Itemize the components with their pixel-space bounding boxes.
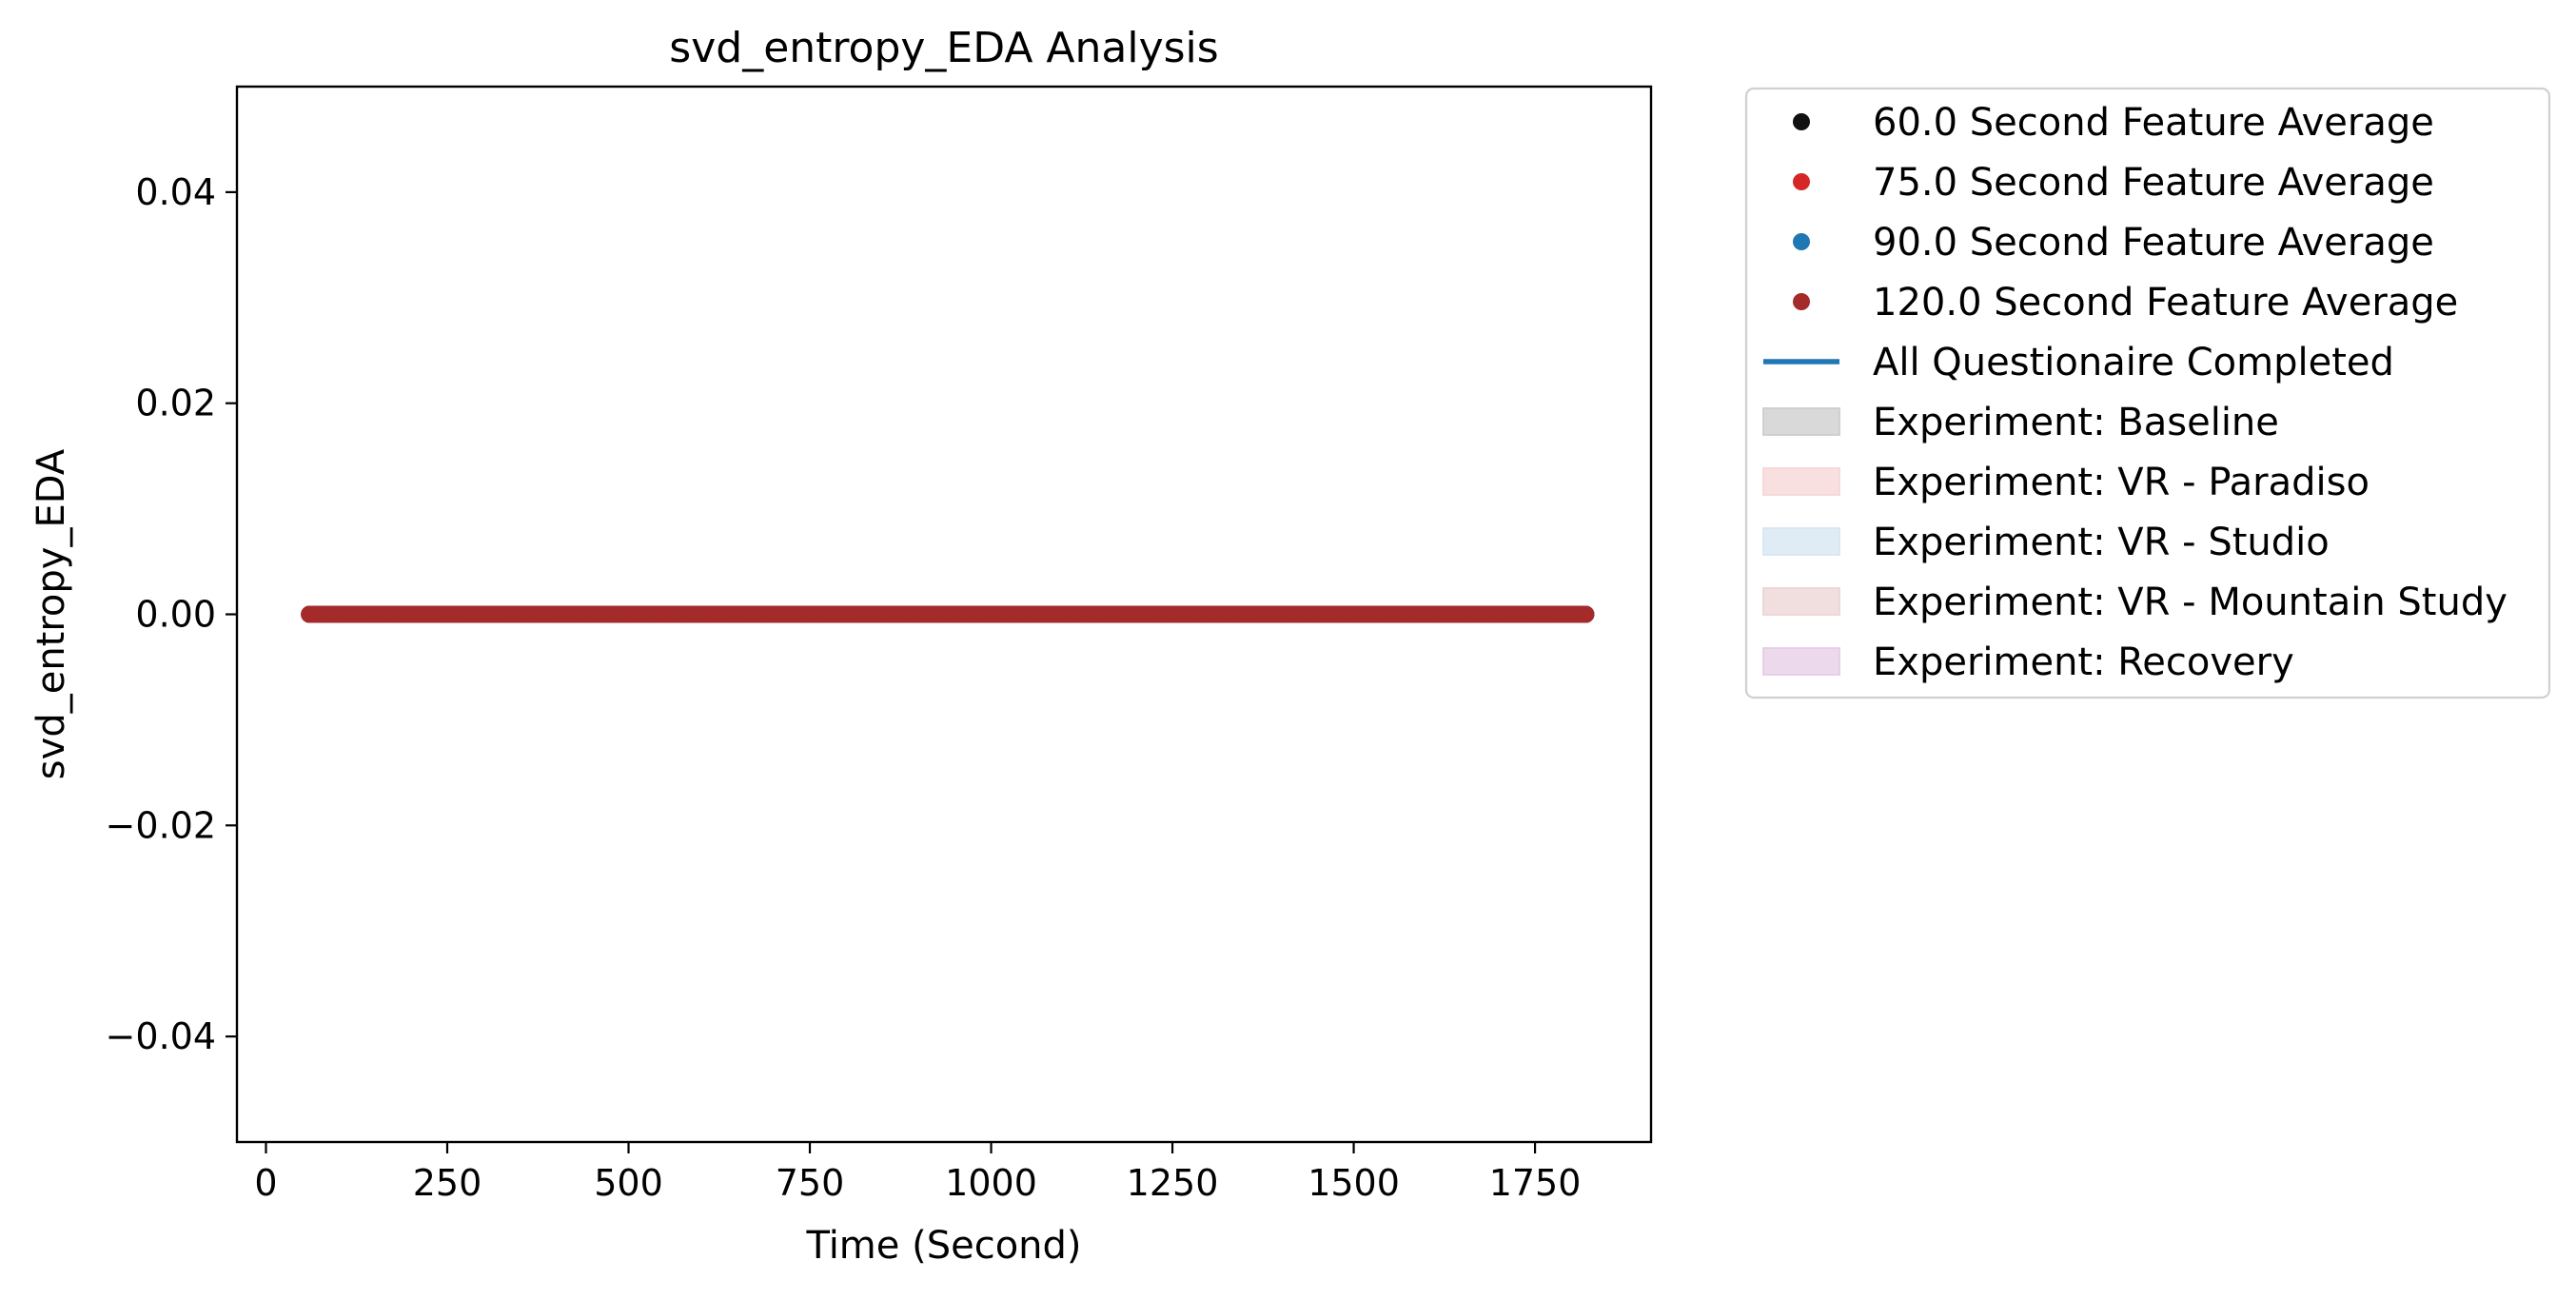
y-tick-label: −0.04 bbox=[106, 1015, 216, 1057]
x-tick-label: 250 bbox=[413, 1162, 482, 1204]
legend-marker-dot bbox=[1793, 293, 1810, 310]
series-4 bbox=[301, 605, 1595, 623]
x-tick-label: 500 bbox=[594, 1162, 663, 1204]
legend-item: 75.0 Second Feature Average bbox=[1793, 161, 2434, 205]
legend-item: Experiment: Recovery bbox=[1762, 640, 2294, 684]
y-axis-label: svd_entropy_EDA bbox=[29, 448, 73, 779]
data-point bbox=[1577, 605, 1595, 623]
x-tick-label: 1250 bbox=[1127, 1162, 1219, 1204]
plot-area: 0 250 500 750 1000 1250 1500 1750 0.04 0.02 0.00 −0… bbox=[106, 85, 1653, 1204]
legend-marker-patch bbox=[1762, 647, 1840, 676]
legend-marker-dot bbox=[1793, 233, 1810, 250]
legend-item: All Questionaire Completed bbox=[1763, 341, 2394, 384]
legend-label: All Questionaire Completed bbox=[1873, 341, 2394, 384]
x-axis-label: Time (Second) bbox=[805, 1224, 1081, 1268]
y-tick-label: 0.02 bbox=[135, 383, 216, 424]
chart-title: svd_entropy_EDA Analysis bbox=[669, 24, 1218, 72]
y-tick-label: 0.00 bbox=[135, 594, 216, 636]
legend-marker-patch bbox=[1762, 587, 1840, 616]
plot-frame bbox=[235, 85, 1653, 1144]
legend-marker-patch bbox=[1762, 467, 1840, 496]
legend-item: 120.0 Second Feature Average bbox=[1793, 281, 2458, 325]
y-tick-label: −0.02 bbox=[106, 804, 216, 846]
legend-label: Experiment: VR - Studio bbox=[1873, 521, 2330, 564]
legend-label: 60.0 Second Feature Average bbox=[1873, 101, 2434, 145]
legend-label: Experiment: Baseline bbox=[1873, 401, 2279, 444]
x-tick-label: 1500 bbox=[1308, 1162, 1400, 1204]
legend-marker-dot bbox=[1793, 173, 1810, 190]
legend-label: Experiment: VR - Mountain Study bbox=[1873, 581, 2507, 624]
legend-marker-patch bbox=[1762, 527, 1840, 556]
x-tick-label: 1000 bbox=[945, 1162, 1037, 1204]
x-tick-label: 750 bbox=[776, 1162, 845, 1204]
legend: 60.0 Second Feature Average 75.0 Second F… bbox=[1744, 87, 2551, 699]
legend-label: Experiment: Recovery bbox=[1873, 640, 2294, 684]
legend-item: Experiment: Baseline bbox=[1762, 401, 2279, 444]
legend-label: 75.0 Second Feature Average bbox=[1873, 161, 2434, 205]
legend-item: 90.0 Second Feature Average bbox=[1793, 221, 2434, 265]
x-tick-label: 0 bbox=[254, 1162, 277, 1204]
legend-label: 120.0 Second Feature Average bbox=[1873, 281, 2458, 325]
x-tick-label: 1750 bbox=[1489, 1162, 1582, 1204]
legend-item: Experiment: VR - Paradiso bbox=[1762, 461, 2370, 504]
legend-marker-dot bbox=[1793, 113, 1810, 130]
legend-item: Experiment: VR - Studio bbox=[1762, 521, 2330, 564]
legend-box bbox=[1744, 87, 2551, 699]
legend-label: Experiment: VR - Paradiso bbox=[1873, 461, 2370, 504]
legend-item: 60.0 Second Feature Average bbox=[1793, 101, 2434, 145]
y-tick-label: 0.04 bbox=[135, 171, 216, 213]
legend-item: Experiment: VR - Mountain Study bbox=[1762, 581, 2507, 624]
legend-label: 90.0 Second Feature Average bbox=[1873, 221, 2434, 265]
legend-marker-patch bbox=[1762, 407, 1840, 436]
